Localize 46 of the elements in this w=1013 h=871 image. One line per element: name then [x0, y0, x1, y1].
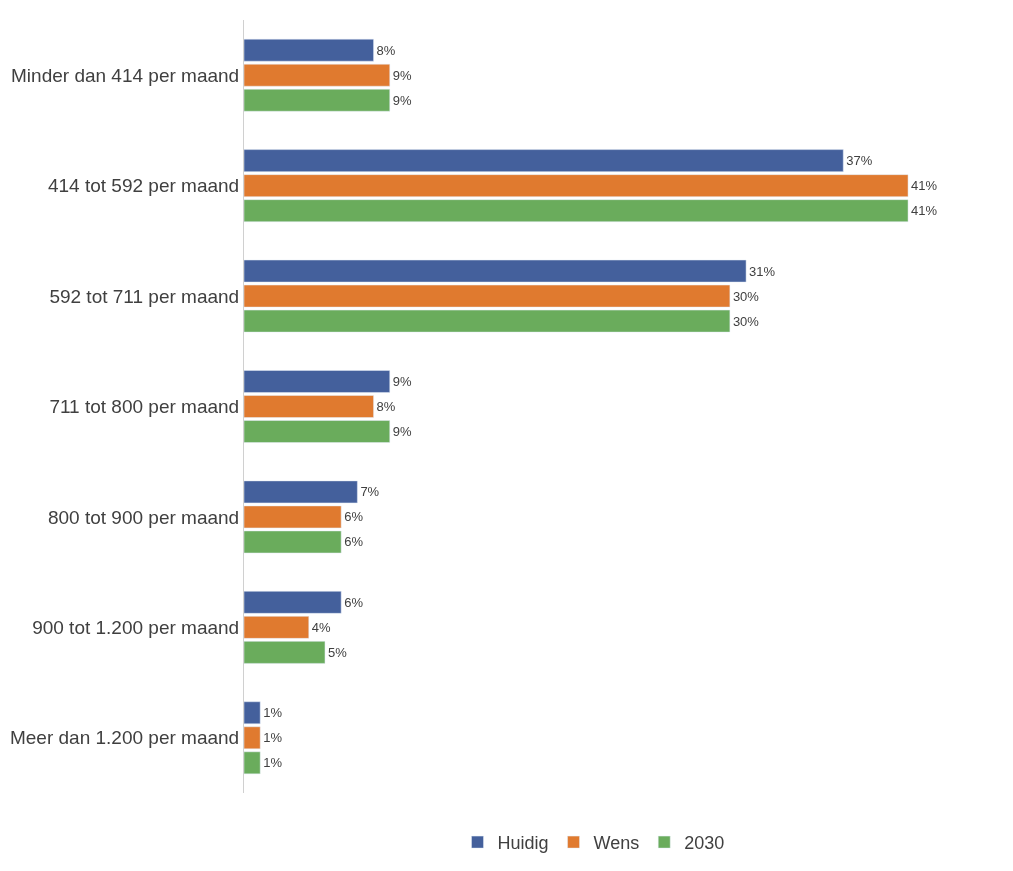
y-tick-label: 711 tot 800 per maand — [49, 396, 240, 418]
data-label: 9% — [392, 67, 412, 83]
data-label: 31% — [749, 263, 776, 279]
y-tick-label: 900 tot 1.200 per maand — [32, 617, 240, 639]
bar — [244, 616, 310, 639]
data-label: 5% — [327, 644, 348, 660]
y-tick-label: 800 tot 900 per maand — [48, 506, 240, 528]
bar — [244, 38, 374, 62]
data-label: 8% — [376, 399, 396, 414]
bar — [244, 641, 326, 664]
data-label: 1% — [263, 755, 283, 771]
data-label: 9% — [392, 424, 412, 440]
bar — [244, 701, 261, 725]
data-label: 9% — [392, 92, 412, 108]
data-label: 41% — [911, 178, 938, 194]
data-label: 6% — [344, 509, 364, 525]
data-label: 4% — [311, 619, 332, 635]
data-label: 1% — [263, 705, 283, 721]
bar — [244, 591, 342, 614]
y-tick-label: 592 tot 711 per maand — [49, 285, 240, 307]
data-label: 6% — [344, 594, 364, 610]
data-label: 37% — [846, 153, 873, 169]
data-label: 30% — [732, 288, 760, 304]
bar — [244, 88, 391, 112]
bar — [244, 420, 391, 443]
bar — [244, 63, 391, 87]
bar — [244, 370, 391, 393]
bar — [244, 199, 909, 222]
bar — [244, 726, 261, 750]
bar — [244, 149, 844, 172]
legend-label: Huidig — [497, 833, 549, 854]
y-tick-label: Meer dan 1.200 per maand — [9, 727, 240, 749]
data-label: 8% — [376, 42, 396, 58]
data-label: 6% — [344, 534, 364, 550]
y-tick-label: 414 tot 592 per maand — [48, 175, 240, 197]
legend-label: 2030 — [684, 833, 725, 854]
bar — [244, 751, 261, 775]
data-label: 9% — [392, 373, 412, 389]
bar — [244, 174, 909, 197]
data-label: 1% — [263, 730, 283, 746]
data-label: 7% — [360, 484, 380, 500]
data-label: 30% — [732, 313, 760, 329]
y-tick-label: Minder dan 414 per maand — [11, 64, 240, 86]
bar — [244, 395, 374, 418]
data-label: 41% — [911, 203, 938, 219]
legend-label: Wens — [593, 833, 640, 854]
